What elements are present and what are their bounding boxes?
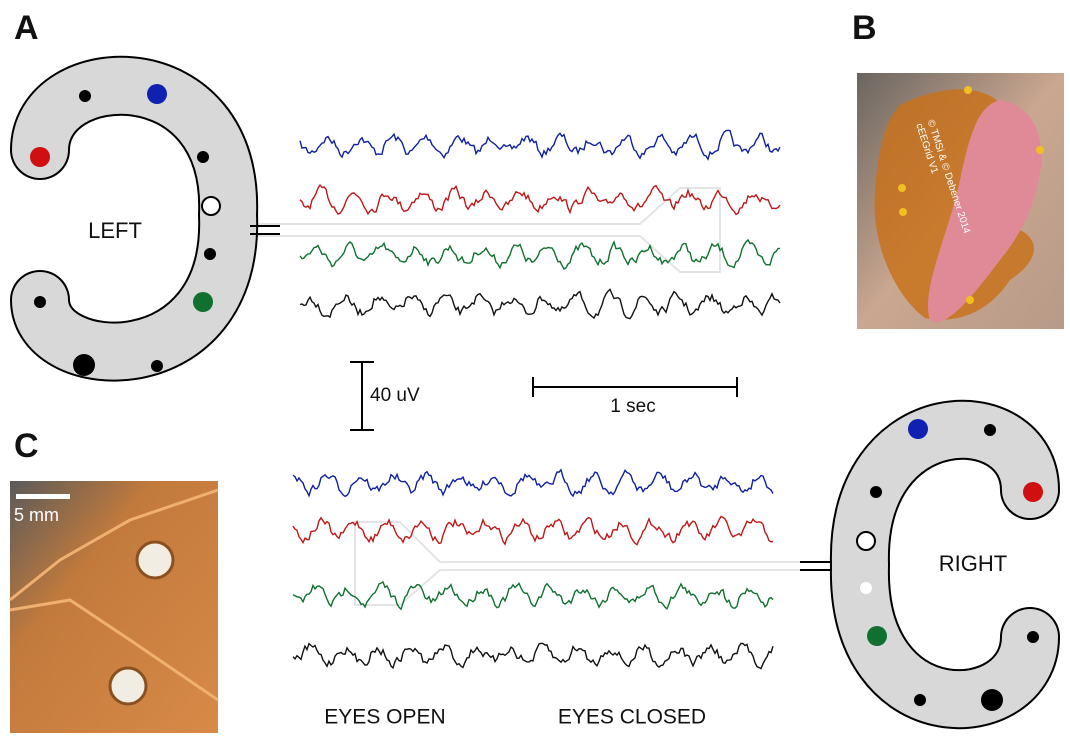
electrode bbox=[73, 354, 95, 376]
electrode bbox=[201, 196, 221, 216]
electrode bbox=[860, 582, 872, 594]
electrode bbox=[108, 666, 148, 706]
connector-outline bbox=[354, 521, 830, 606]
connector-outline bbox=[235, 187, 721, 273]
electrode bbox=[197, 151, 209, 163]
electrode bbox=[151, 360, 163, 372]
eeg-trace bbox=[299, 183, 781, 216]
electrode bbox=[981, 689, 1003, 711]
electrode bbox=[147, 84, 167, 104]
electrode bbox=[898, 184, 906, 192]
electrode bbox=[135, 540, 175, 580]
right-electrode-grid: RIGHT bbox=[354, 399, 1060, 730]
traces-copper bbox=[9, 488, 219, 702]
eeg-trace bbox=[299, 288, 781, 320]
electrode bbox=[908, 419, 928, 439]
grid-lead bbox=[800, 561, 832, 571]
eeg-trace bbox=[292, 515, 774, 546]
eeg-trace bbox=[292, 581, 774, 611]
electrode bbox=[870, 486, 882, 498]
eeg-trace bbox=[299, 238, 781, 271]
ear bbox=[927, 100, 1042, 322]
electrode bbox=[914, 694, 926, 706]
left-electrode-grid: LEFT bbox=[10, 55, 721, 382]
photo-scale-bar bbox=[16, 494, 70, 499]
time-scale-bar bbox=[532, 377, 738, 397]
grid-lead bbox=[250, 225, 280, 235]
condition-label: EYES OPEN bbox=[324, 706, 445, 729]
electrode bbox=[856, 531, 876, 551]
eeg-traces bbox=[292, 129, 781, 670]
electrode bbox=[204, 248, 216, 260]
grid-label: LEFT bbox=[88, 218, 142, 243]
electrode bbox=[964, 86, 972, 94]
amplitude-scale-label: 40 uV bbox=[370, 385, 420, 406]
panel-label: B bbox=[852, 9, 877, 47]
electrode bbox=[867, 626, 887, 646]
amplitude-scale-bar bbox=[350, 361, 374, 431]
electrode bbox=[193, 292, 213, 312]
time-scale-label: 1 sec bbox=[610, 396, 655, 417]
electrode bbox=[1027, 631, 1039, 643]
electrode bbox=[1023, 482, 1043, 502]
electrode bbox=[966, 296, 974, 304]
eeg-trace bbox=[299, 129, 781, 161]
photo-ear: © TMSi & © Debener 2014 cEEGrid V1 bbox=[857, 73, 1064, 329]
grid-label: RIGHT bbox=[939, 551, 1007, 576]
electrode bbox=[79, 90, 91, 102]
electrode bbox=[34, 296, 46, 308]
panel-label: A bbox=[14, 9, 39, 47]
condition-label: EYES CLOSED bbox=[558, 706, 706, 729]
eeg-trace bbox=[292, 642, 774, 670]
eeg-trace bbox=[292, 468, 774, 498]
photo-electrode-closeup: 5 mm bbox=[9, 481, 219, 733]
panel-label: C bbox=[14, 427, 39, 465]
electrode bbox=[1036, 146, 1044, 154]
electrode bbox=[984, 424, 996, 436]
electrode bbox=[899, 208, 907, 216]
electrode bbox=[30, 147, 50, 167]
photo-scale-label: 5 mm bbox=[14, 505, 59, 525]
